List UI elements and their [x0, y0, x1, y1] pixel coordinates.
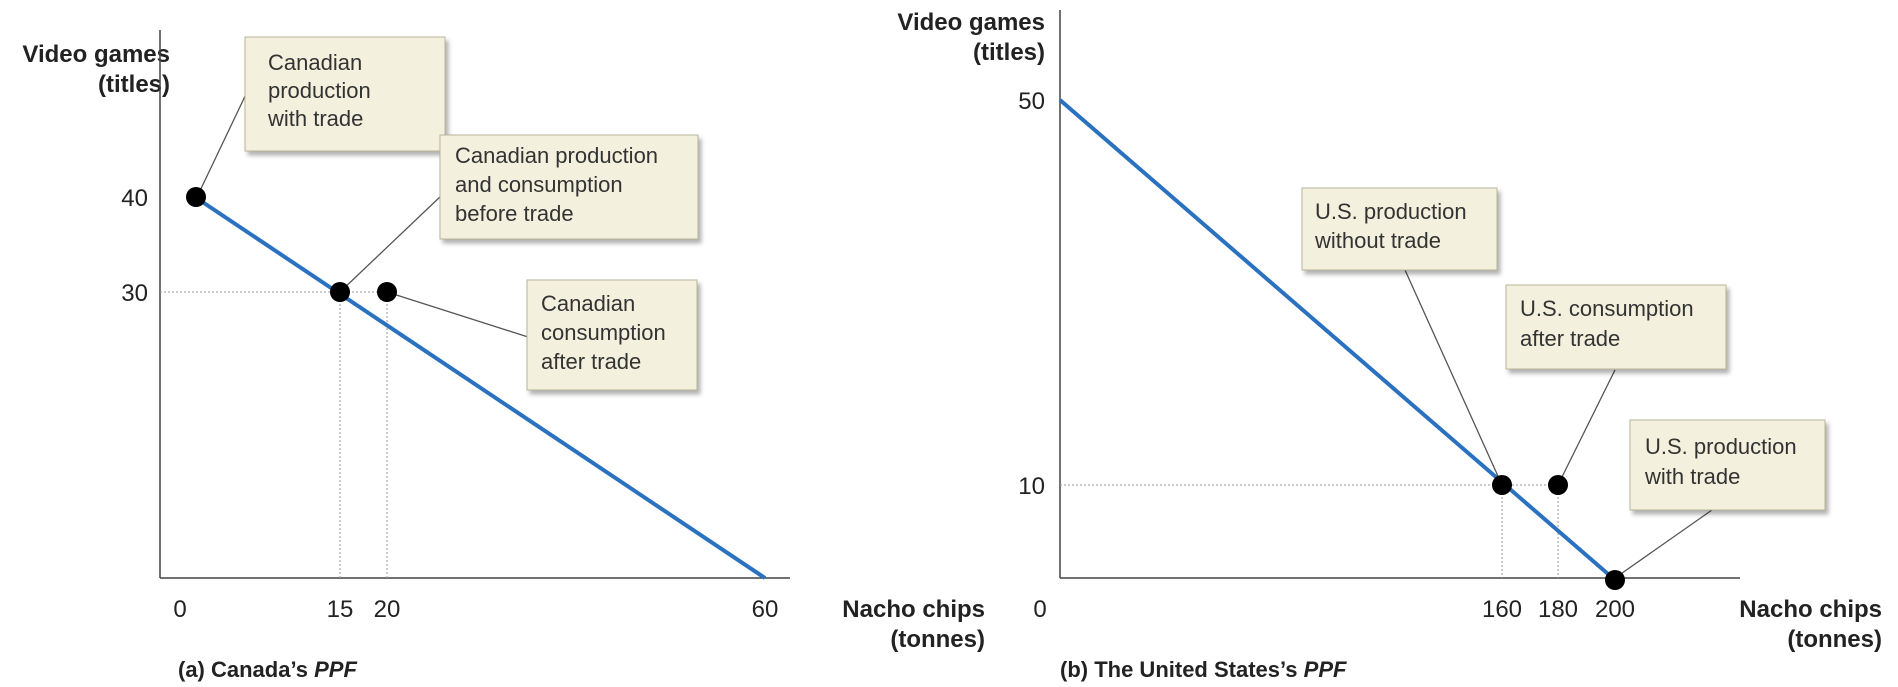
a-leader-2 — [339, 194, 443, 293]
a-callout-3-line1: Canadian — [541, 291, 635, 316]
b-callout-consumption-after-trade: U.S. consumption after trade — [1505, 284, 1727, 370]
b-xlabel-line1: Nacho chips — [1739, 596, 1882, 623]
a-point-20-30 — [377, 282, 397, 302]
b-callout-2-line1: U.S. consumption — [1520, 296, 1694, 321]
b-xtick-160: 160 — [1482, 596, 1522, 623]
a-xlabel-line1: Nacho chips — [842, 596, 985, 623]
a-callout-consumption-after-trade: Canadian consumption after trade — [526, 279, 698, 391]
a-point-0-40 — [186, 187, 206, 207]
a-xtick-20: 20 — [374, 596, 401, 623]
a-xtick-60: 60 — [752, 596, 779, 623]
a-callout-3-line2: consumption — [541, 320, 666, 345]
a-callout-2-line1: Canadian production — [455, 143, 658, 168]
b-caption: (b) The United States’s PPF — [1060, 657, 1347, 682]
b-point-160-10 — [1492, 475, 1512, 495]
b-callout-1-line2: without trade — [1314, 228, 1441, 253]
a-callout-before-trade: Canadian production and consumption befo… — [439, 134, 699, 240]
a-callout-1-line2: production — [268, 78, 371, 103]
a-ppf-line — [193, 195, 767, 580]
b-point-180-10 — [1548, 475, 1568, 495]
a-callout-production-with-trade: Canadian production with trade — [244, 36, 446, 152]
a-ytick-30: 30 — [121, 280, 148, 307]
a-leader-1 — [196, 89, 249, 198]
b-leader-1 — [1404, 269, 1503, 486]
b-callout-2-line2: after trade — [1520, 326, 1620, 351]
a-xlabel-line2: (tonnes) — [890, 626, 985, 653]
a-callout-1-line3: with trade — [267, 106, 363, 131]
panel-united-states: Video games (titles) U.S. production wit… — [897, 9, 1882, 682]
b-ytick-50: 50 — [1018, 88, 1045, 115]
b-callout-3-line1: U.S. production — [1645, 434, 1797, 459]
a-point-15-30 — [330, 282, 350, 302]
a-xtick-15: 15 — [327, 596, 354, 623]
b-callout-production-without-trade: U.S. production without trade — [1301, 187, 1498, 271]
b-callout-3-line2: with trade — [1644, 464, 1740, 489]
a-callout-2-line2: and consumption — [455, 172, 623, 197]
a-callout-2-line3: before trade — [455, 201, 574, 226]
a-ylabel-line1: Video games — [22, 41, 170, 68]
b-leader-2 — [1557, 369, 1616, 486]
b-xtick-180: 180 — [1538, 596, 1578, 623]
a-xtick-0: 0 — [173, 596, 186, 623]
panel-canada: Video games (titles) Canadian production… — [22, 30, 985, 682]
a-ylabel-line2: (titles) — [98, 71, 170, 98]
a-caption: (a) Canada’s PPF — [178, 657, 357, 682]
b-callout-production-with-trade: U.S. production with trade — [1629, 419, 1826, 511]
b-xtick-0: 0 — [1033, 596, 1046, 623]
b-ylabel-line1: Video games — [897, 9, 1045, 36]
a-callout-3-line3: after trade — [541, 349, 641, 374]
b-ytick-10: 10 — [1018, 473, 1045, 500]
b-point-200-0 — [1605, 570, 1625, 590]
b-callout-1-line1: U.S. production — [1315, 199, 1467, 224]
b-ylabel-line2: (titles) — [973, 39, 1045, 66]
b-xlabel-line2: (tonnes) — [1787, 626, 1882, 653]
b-ppf-line — [1058, 98, 1617, 582]
b-xtick-200: 200 — [1595, 596, 1635, 623]
a-ytick-40: 40 — [121, 185, 148, 212]
a-leader-3 — [386, 291, 529, 338]
b-leader-3 — [1614, 509, 1713, 579]
a-callout-1-line1: Canadian — [268, 50, 362, 75]
